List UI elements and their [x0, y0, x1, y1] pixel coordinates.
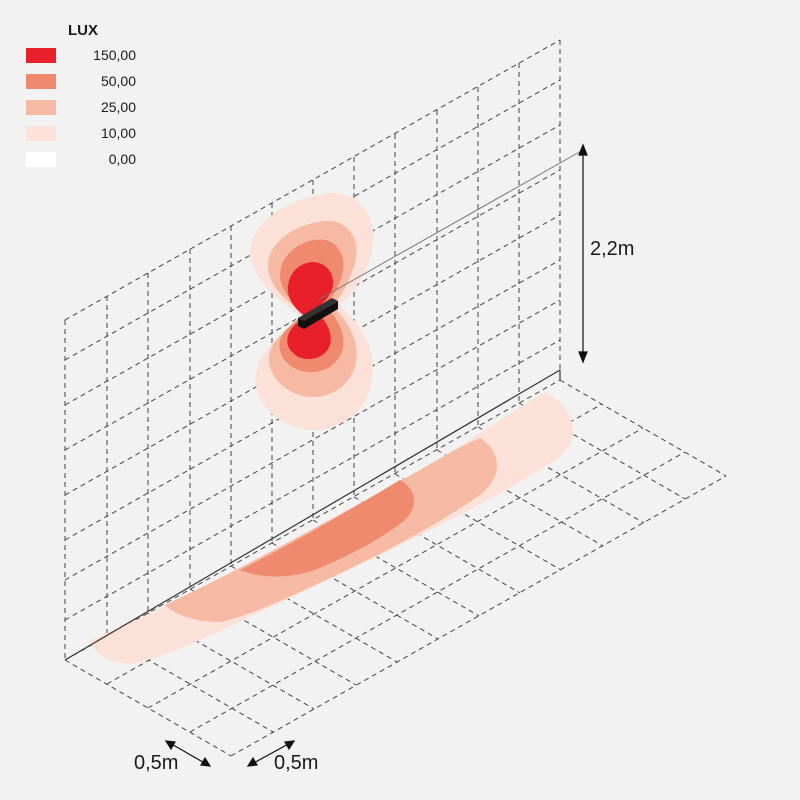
legend-value-150: 150,00: [93, 47, 136, 63]
legend-value-50: 50,00: [100, 73, 136, 89]
legend-value-10: 10,00: [100, 125, 136, 141]
legend-value-25: 25,00: [100, 99, 136, 115]
height-dimension: [578, 143, 588, 364]
legend-item-25: 25,00: [26, 94, 136, 120]
legend-item-10: 10,00: [26, 120, 136, 146]
floor-isolux: [90, 392, 574, 664]
legend-swatch-50: [26, 73, 56, 89]
grid-spacing-y-label: 0,5m: [274, 752, 319, 774]
legend-item-0: 0,00: [26, 146, 136, 172]
structure-edges: [64, 369, 561, 661]
light-fixture-icon: [298, 298, 338, 329]
height-label: 2,2m: [590, 238, 635, 260]
mounting-line: [317, 149, 584, 301]
legend-swatch-10: [26, 125, 56, 141]
legend-swatch-150: [26, 47, 56, 63]
legend-swatch-0: [26, 151, 56, 167]
wall-contour-150: [287, 262, 334, 360]
legend-title: LUX: [68, 22, 98, 39]
legend-item-150: 150,00: [26, 42, 136, 68]
legend-swatch-25: [26, 99, 56, 115]
floor-grid: [64, 379, 727, 757]
grid-dimension-x: [164, 740, 212, 767]
grid-dimension-y: [246, 740, 296, 767]
wall-grid: [64, 39, 561, 660]
floor-contour-50: [240, 480, 415, 577]
legend: LUX 150,00 50,00 25,00 10,00 0,00: [26, 20, 136, 172]
grid-spacing-x-label: 0,5m: [134, 752, 179, 774]
legend-value-0: 0,00: [108, 151, 136, 167]
legend-item-50: 50,00: [26, 68, 136, 94]
